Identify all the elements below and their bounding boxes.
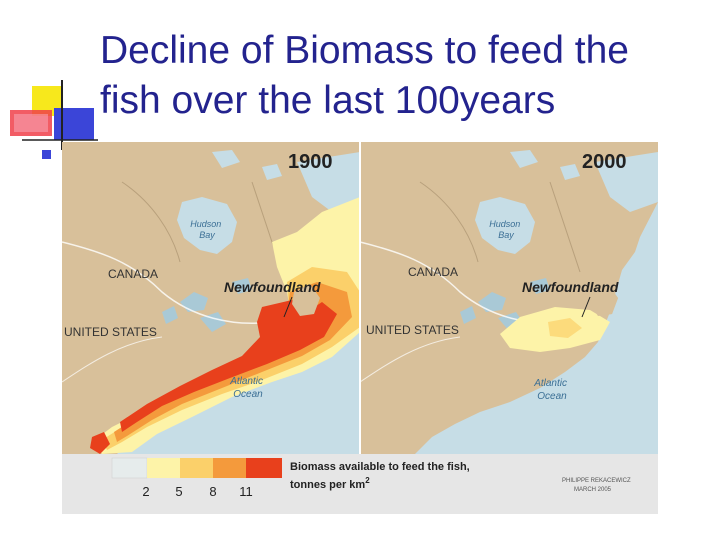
united-states-label-1900: UNITED STATES — [64, 325, 157, 339]
legend-swatch-4 — [246, 458, 282, 478]
atlantic-ocean-label-1900: Atlantic Ocean — [229, 376, 266, 400]
map-2000: 2000 Hudson Bay CANADA Newfoundland UNIT… — [359, 142, 658, 455]
credit-line-2: MARCH 2005 — [574, 487, 612, 493]
slide-logo-decoration — [0, 0, 100, 170]
slide-title: Decline of Biomass to feed the fish over… — [100, 26, 710, 126]
legend-swatch-1 — [147, 458, 180, 478]
biomass-maps-figure: 1900 Hudson Bay CANADA Newfoundland UNIT… — [62, 142, 658, 514]
hudson-bay-label-1900: Hudson Bay — [190, 219, 224, 240]
legend-swatch-3 — [213, 458, 246, 478]
canada-label-1900: CANADA — [108, 267, 158, 281]
atlantic-ocean-label-2000: Atlantic Ocean — [533, 378, 570, 402]
year-label-1900: 1900 — [288, 151, 333, 173]
newfoundland-label-2000: Newfoundland — [522, 279, 619, 295]
legend-tick-5: 5 — [175, 484, 182, 499]
title-line-1: Decline of Biomass to feed the — [100, 29, 629, 72]
united-states-label-2000: UNITED STATES — [366, 323, 459, 337]
legend-swatch-0 — [111, 457, 148, 479]
legend-title-line-2: tonnes per km2 — [290, 476, 370, 491]
legend-tick-2: 2 — [142, 484, 149, 499]
legend-title-line-1: Biomass available to feed the fish, — [290, 461, 470, 473]
newfoundland-label-1900: Newfoundland — [224, 279, 321, 295]
credit-line-1: PHILIPPE REKACEWICZ — [562, 478, 631, 484]
legend: 2 5 8 11 Biomass available to feed the f… — [111, 457, 631, 499]
year-label-2000: 2000 — [582, 151, 627, 173]
canada-label-2000: CANADA — [408, 265, 458, 279]
legend-tick-11: 11 — [239, 484, 253, 499]
map-1900: 1900 Hudson Bay CANADA Newfoundland UNIT… — [62, 142, 361, 455]
legend-swatch-2 — [180, 458, 213, 478]
hudson-bay-label-2000: Hudson Bay — [489, 219, 523, 240]
legend-tick-8: 8 — [209, 484, 216, 499]
title-line-2: fish over the last 100years — [100, 79, 556, 122]
